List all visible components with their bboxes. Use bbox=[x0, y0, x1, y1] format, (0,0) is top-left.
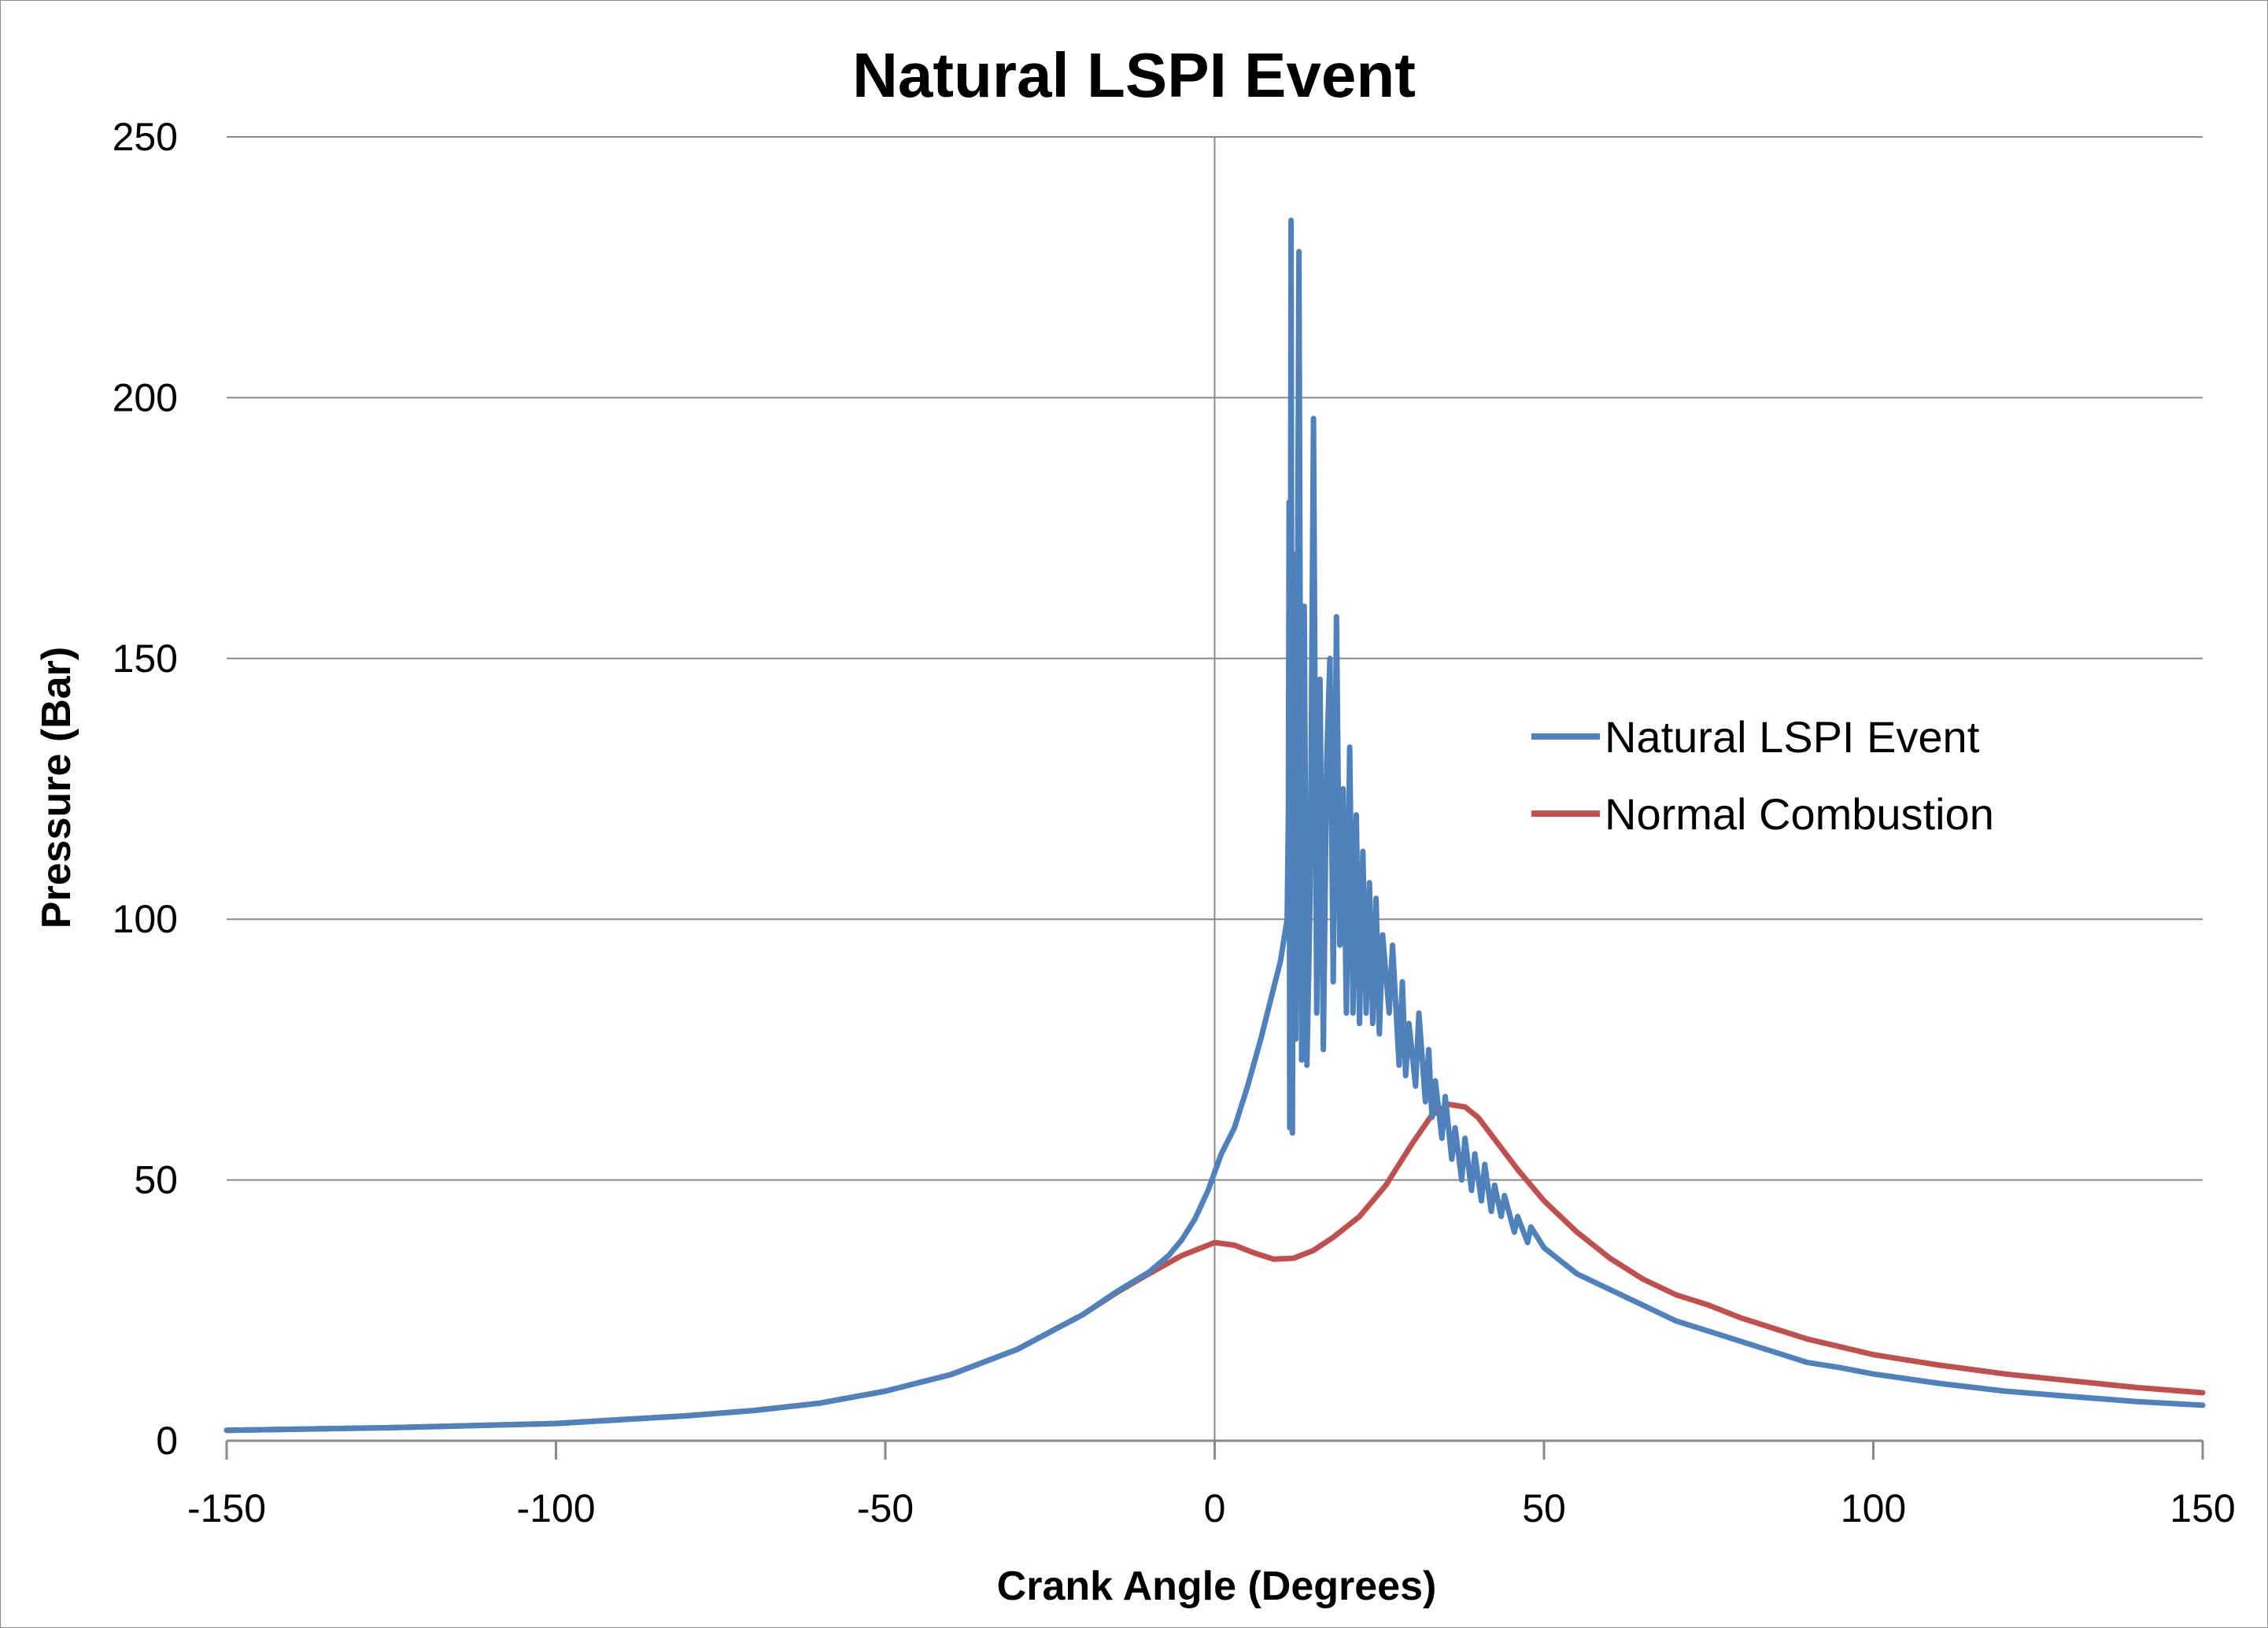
legend-label: Natural LSPI Event bbox=[1605, 712, 1980, 762]
y-tick-label: 50 bbox=[134, 1158, 178, 1202]
y-tick-label: 250 bbox=[113, 115, 178, 159]
y-axis-label: Pressure (Bar) bbox=[34, 647, 79, 928]
chart-title: Natural LSPI Event bbox=[852, 40, 1416, 110]
series-lines bbox=[223, 217, 2206, 1434]
y-tick-label: 150 bbox=[113, 637, 178, 681]
x-tick-label: -50 bbox=[857, 1486, 914, 1530]
x-tick-label: 0 bbox=[1204, 1486, 1226, 1530]
x-tick-label: 150 bbox=[2170, 1486, 2235, 1530]
y-tick-labels: 0 50 100 150 200 250 bbox=[113, 115, 178, 1463]
legend-label: Normal Combustion bbox=[1605, 789, 1994, 839]
axes bbox=[225, 137, 2204, 1460]
x-tick-labels: -150 -100 -50 0 50 100 150 bbox=[187, 1486, 2236, 1530]
y-tick-label: 200 bbox=[113, 375, 178, 419]
x-tick-label: 100 bbox=[1841, 1486, 1906, 1530]
y-tick-label: 100 bbox=[113, 897, 178, 941]
x-tick-label: -100 bbox=[516, 1486, 595, 1530]
series-line-natural-lspi-event bbox=[223, 217, 2206, 1434]
legend: Natural LSPI Event Normal Combustion bbox=[1531, 712, 1994, 839]
x-axis-label: Crank Angle (Degrees) bbox=[997, 1563, 1437, 1609]
x-tick-label: -150 bbox=[187, 1486, 266, 1530]
y-tick-label: 0 bbox=[156, 1419, 178, 1463]
x-tick-label: 50 bbox=[1522, 1486, 1566, 1530]
